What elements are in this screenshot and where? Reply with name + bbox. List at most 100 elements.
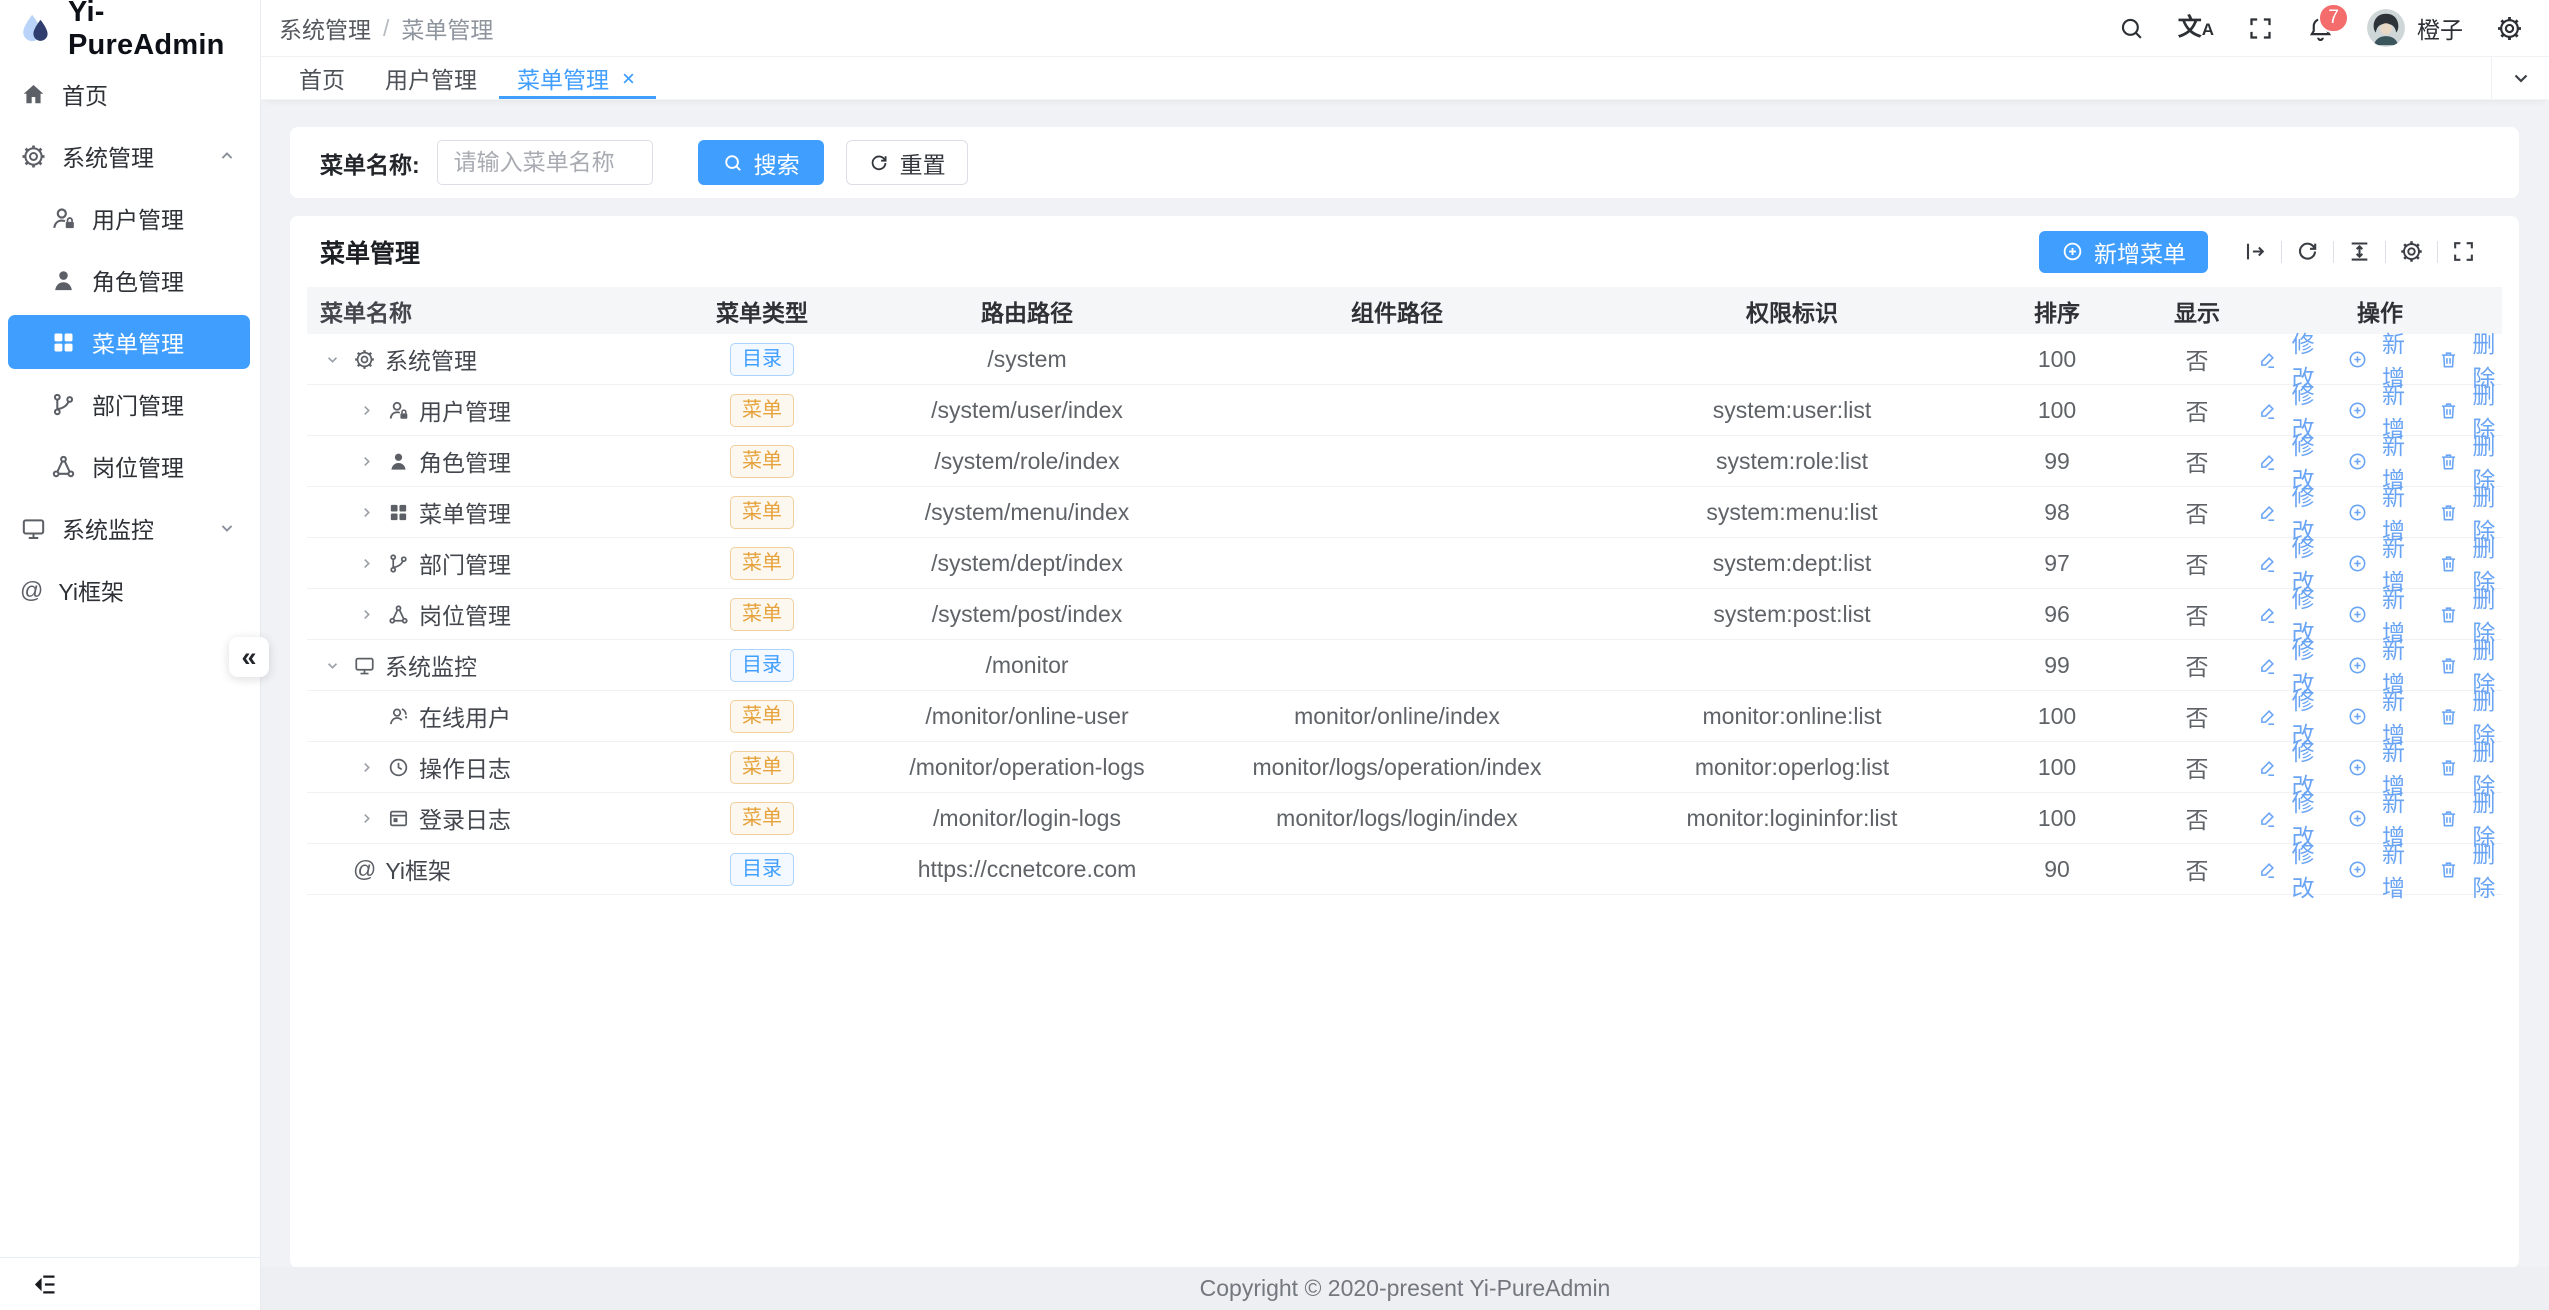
sidebar-item-user-lock[interactable]: 用户管理 xyxy=(0,187,260,249)
reset-button[interactable]: 重置 xyxy=(845,140,968,185)
app-title: Yi-PureAdmin xyxy=(68,0,225,61)
toolbar-fullscreen-button[interactable] xyxy=(2438,239,2489,264)
cell-sort: 100 xyxy=(2037,396,2077,423)
tab-首页[interactable]: 首页 xyxy=(279,57,365,99)
sidebar-collapse-button[interactable]: « xyxy=(229,637,269,677)
add-action-link[interactable]: 新增 xyxy=(2347,427,2412,495)
notifications-button[interactable]: 7 xyxy=(2307,2,2349,42)
toolbar-density-button[interactable] xyxy=(2334,239,2385,264)
delete-action-link[interactable]: 删除 xyxy=(2438,376,2503,444)
menu-fold-icon[interactable] xyxy=(32,1271,59,1298)
add-action-link[interactable]: 新增 xyxy=(2347,682,2412,750)
edit-action-link[interactable]: 修改 xyxy=(2257,376,2322,444)
delete-action-link[interactable]: 删除 xyxy=(2438,784,2503,852)
add-action-link[interactable]: 新增 xyxy=(2347,376,2412,444)
cell-menu-name: 岗位管理 xyxy=(307,597,657,631)
row-expand-chevron-down-icon[interactable] xyxy=(320,350,344,369)
row-expand-chevron-right-icon[interactable] xyxy=(354,809,378,828)
sidebar-item-grid[interactable]: 菜单管理 xyxy=(8,315,250,369)
row-expand-chevron-right-icon[interactable] xyxy=(354,554,378,573)
add-action-link[interactable]: 新增 xyxy=(2347,529,2412,597)
edit-icon xyxy=(2257,757,2278,778)
add-action-link[interactable]: 新增 xyxy=(2347,784,2412,852)
edit-action-link[interactable]: 修改 xyxy=(2257,682,2322,750)
cell-sort: 99 xyxy=(2044,651,2070,678)
row-expand-chevron-right-icon[interactable] xyxy=(354,605,378,624)
sidebar-item-at[interactable]: @ Yi框架 xyxy=(0,559,260,621)
sidebar-item-user[interactable]: 角色管理 xyxy=(0,249,260,311)
add-action-link[interactable]: 新增 xyxy=(2347,580,2412,648)
cell-route: https://ccnetcore.com xyxy=(917,855,1137,882)
type-tag: 菜单 xyxy=(730,699,794,733)
sidebar-item-label: Yi框架 xyxy=(58,579,124,605)
row-expand-chevron-right-icon[interactable] xyxy=(354,401,378,420)
add-action-link[interactable]: 新增 xyxy=(2347,325,2412,393)
breadcrumb-item-system[interactable]: 系统管理 xyxy=(279,17,371,43)
cell-show: 否 xyxy=(2185,858,2209,884)
sidebar-item-post[interactable]: 岗位管理 xyxy=(0,435,260,497)
delete-action-link[interactable]: 删除 xyxy=(2438,682,2503,750)
edit-action-link[interactable]: 修改 xyxy=(2257,427,2322,495)
menu-name-text: 在线用户 xyxy=(419,705,511,731)
sidebar-item-dept[interactable]: 部门管理 xyxy=(0,373,260,435)
edit-action-link[interactable]: 修改 xyxy=(2257,580,2322,648)
row-expand-chevron-down-icon[interactable] xyxy=(320,656,344,675)
cell-show: 否 xyxy=(2185,450,2209,476)
menu-name-text: 角色管理 xyxy=(419,450,511,476)
sidebar-item-gear[interactable]: 系统管理 xyxy=(0,125,260,187)
settings-gear-icon[interactable] xyxy=(2496,15,2523,42)
table-header-row: 菜单名称 菜单类型 路由路径 组件路径 权限标识 排序 显示 操作 xyxy=(307,287,2502,334)
delete-action-link[interactable]: 删除 xyxy=(2438,631,2503,699)
edit-icon xyxy=(2257,808,2278,829)
logo[interactable]: Yi-PureAdmin xyxy=(0,0,260,61)
delete-action-link[interactable]: 删除 xyxy=(2438,529,2503,597)
row-expand-chevron-right-icon[interactable] xyxy=(354,758,378,777)
translate-icon[interactable]: 文A xyxy=(2177,14,2214,41)
edit-action-link[interactable]: 修改 xyxy=(2257,784,2322,852)
edit-action-link[interactable]: 修改 xyxy=(2257,835,2322,903)
menu-name-input[interactable] xyxy=(436,140,653,185)
delete-action-link[interactable]: 删除 xyxy=(2438,478,2503,546)
tab-close-icon[interactable] xyxy=(619,69,638,88)
edit-icon xyxy=(2257,655,2278,676)
add-menu-button[interactable]: 新增菜单 xyxy=(2039,230,2208,273)
search-button[interactable]: 搜索 xyxy=(697,140,824,185)
sidebar-item-label: 角色管理 xyxy=(92,269,184,295)
edit-icon xyxy=(2257,706,2278,727)
tab-用户管理[interactable]: 用户管理 xyxy=(365,57,497,99)
cell-menu-type: 菜单 xyxy=(657,750,867,784)
cell-sort: 99 xyxy=(2044,447,2070,474)
table-title: 菜单管理 xyxy=(320,239,421,268)
search-icon[interactable] xyxy=(2118,15,2145,42)
tabs-chevron-down-icon[interactable] xyxy=(2491,57,2549,99)
add-action-link[interactable]: 新增 xyxy=(2347,733,2412,801)
sidebar-item-home[interactable]: 首页 xyxy=(0,63,260,125)
delete-action-link[interactable]: 删除 xyxy=(2438,325,2503,393)
toolbar-expand-bar-button[interactable] xyxy=(2230,239,2281,264)
footer: Copyright © 2020-present Yi-PureAdmin xyxy=(261,1267,2549,1310)
add-action-link[interactable]: 新增 xyxy=(2347,835,2412,903)
fullscreen-icon[interactable] xyxy=(2247,15,2274,42)
edit-action-link[interactable]: 修改 xyxy=(2257,733,2322,801)
cell-menu-type: 菜单 xyxy=(657,699,867,733)
delete-action-link[interactable]: 删除 xyxy=(2438,733,2503,801)
toolbar-refresh-button[interactable] xyxy=(2282,239,2333,264)
add-action-link[interactable]: 新增 xyxy=(2347,478,2412,546)
edit-action-link[interactable]: 修改 xyxy=(2257,325,2322,393)
row-expand-chevron-right-icon[interactable] xyxy=(354,503,378,522)
chevron-down-icon xyxy=(216,517,238,539)
add-action-link[interactable]: 新增 xyxy=(2347,631,2412,699)
delete-action-link[interactable]: 删除 xyxy=(2438,835,2503,903)
cell-sort: 96 xyxy=(2044,600,2070,627)
toolbar-gear-button[interactable] xyxy=(2386,239,2437,264)
user-menu[interactable]: 橙子 xyxy=(2367,9,2463,47)
edit-action-link[interactable]: 修改 xyxy=(2257,631,2322,699)
tab-菜单管理[interactable]: 菜单管理 xyxy=(497,57,658,99)
row-expand-chevron-right-icon[interactable] xyxy=(354,452,378,471)
edit-action-link[interactable]: 修改 xyxy=(2257,529,2322,597)
edit-action-link[interactable]: 修改 xyxy=(2257,478,2322,546)
delete-action-link[interactable]: 删除 xyxy=(2438,580,2503,648)
cell-menu-name: 菜单管理 xyxy=(307,495,657,529)
sidebar-item-monitor[interactable]: 系统监控 xyxy=(0,497,260,559)
delete-action-link[interactable]: 删除 xyxy=(2438,427,2503,495)
